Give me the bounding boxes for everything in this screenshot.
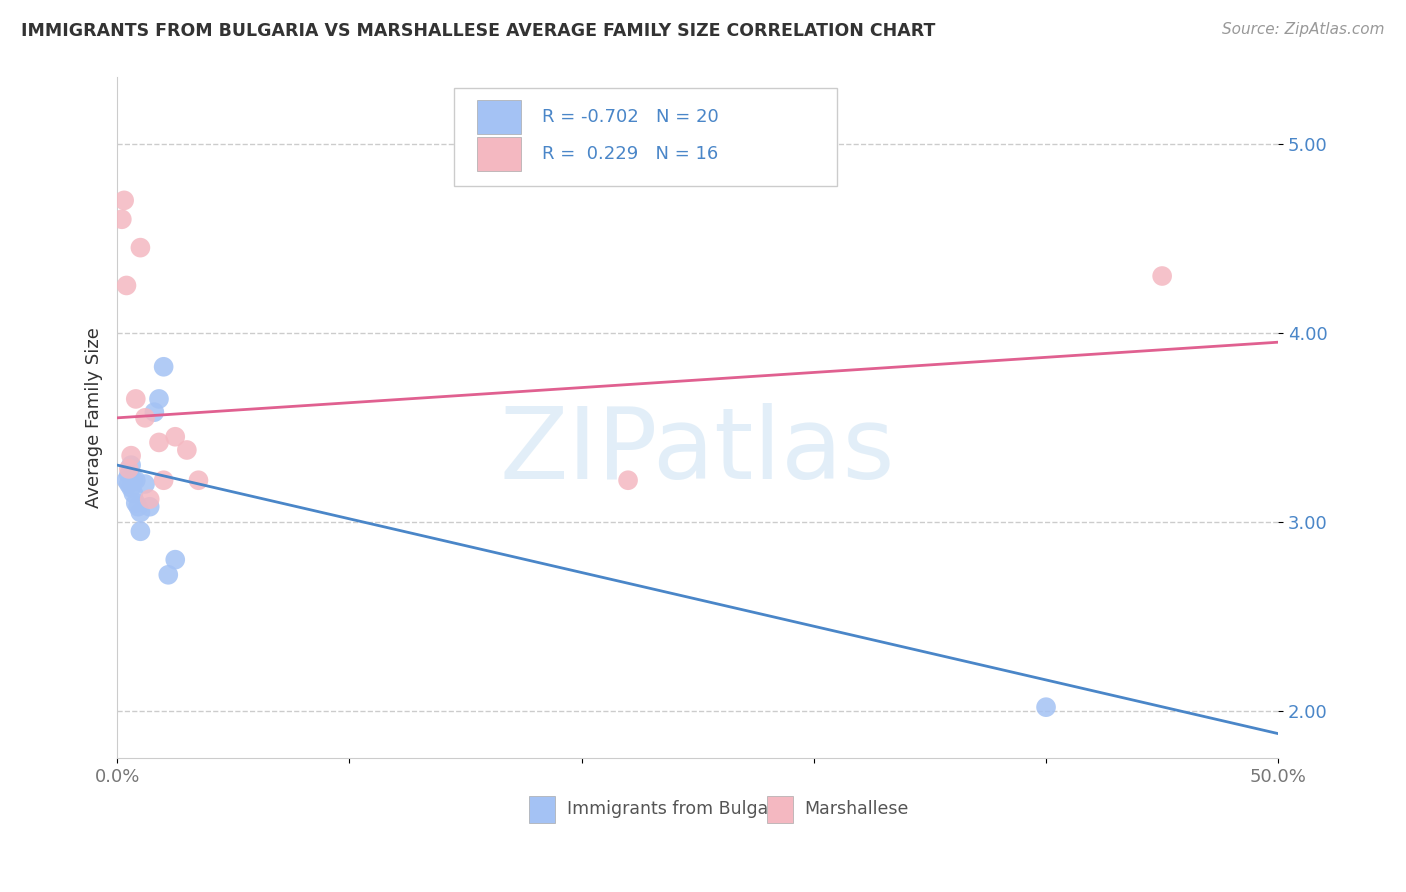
Text: R =  0.229   N = 16: R = 0.229 N = 16 [543, 145, 718, 162]
Text: Marshallese: Marshallese [804, 800, 908, 818]
Point [157, 567, 180, 582]
Point [152, 473, 174, 487]
Point [129, 505, 152, 519]
Text: Immigrants from Bulgaria: Immigrants from Bulgaria [567, 800, 790, 818]
Point [134, 477, 156, 491]
Point [1152, 268, 1174, 283]
Point [122, 486, 145, 500]
Point [112, 194, 135, 208]
FancyBboxPatch shape [530, 796, 555, 823]
Point [187, 473, 209, 487]
Point [148, 435, 170, 450]
Point [120, 458, 142, 472]
Point [143, 405, 166, 419]
Point [118, 462, 141, 476]
Point [165, 430, 187, 444]
Point [120, 481, 142, 495]
Point [152, 359, 174, 374]
Point [176, 442, 198, 457]
Point [138, 492, 160, 507]
Point [122, 473, 145, 487]
Point [617, 473, 640, 487]
Text: ZIPatlas: ZIPatlas [501, 403, 896, 500]
Point [127, 500, 149, 514]
Point [125, 392, 148, 406]
Point [125, 496, 148, 510]
Point [148, 392, 170, 406]
Point [129, 524, 152, 539]
FancyBboxPatch shape [477, 100, 522, 134]
Point [129, 241, 152, 255]
Point [134, 410, 156, 425]
Text: IMMIGRANTS FROM BULGARIA VS MARSHALLESE AVERAGE FAMILY SIZE CORRELATION CHART: IMMIGRANTS FROM BULGARIA VS MARSHALLESE … [21, 22, 935, 40]
Text: R = -0.702   N = 20: R = -0.702 N = 20 [543, 108, 718, 126]
FancyBboxPatch shape [454, 87, 837, 186]
Point [118, 477, 141, 491]
FancyBboxPatch shape [477, 136, 522, 170]
Point [1035, 700, 1057, 714]
Text: Source: ZipAtlas.com: Source: ZipAtlas.com [1222, 22, 1385, 37]
Point [115, 473, 138, 487]
Point [120, 449, 142, 463]
Point [111, 212, 134, 227]
Point [165, 552, 187, 566]
Y-axis label: Average Family Size: Average Family Size [86, 327, 103, 508]
Point [115, 278, 138, 293]
Point [138, 500, 160, 514]
Point [125, 473, 148, 487]
Point [118, 467, 141, 482]
FancyBboxPatch shape [768, 796, 793, 823]
